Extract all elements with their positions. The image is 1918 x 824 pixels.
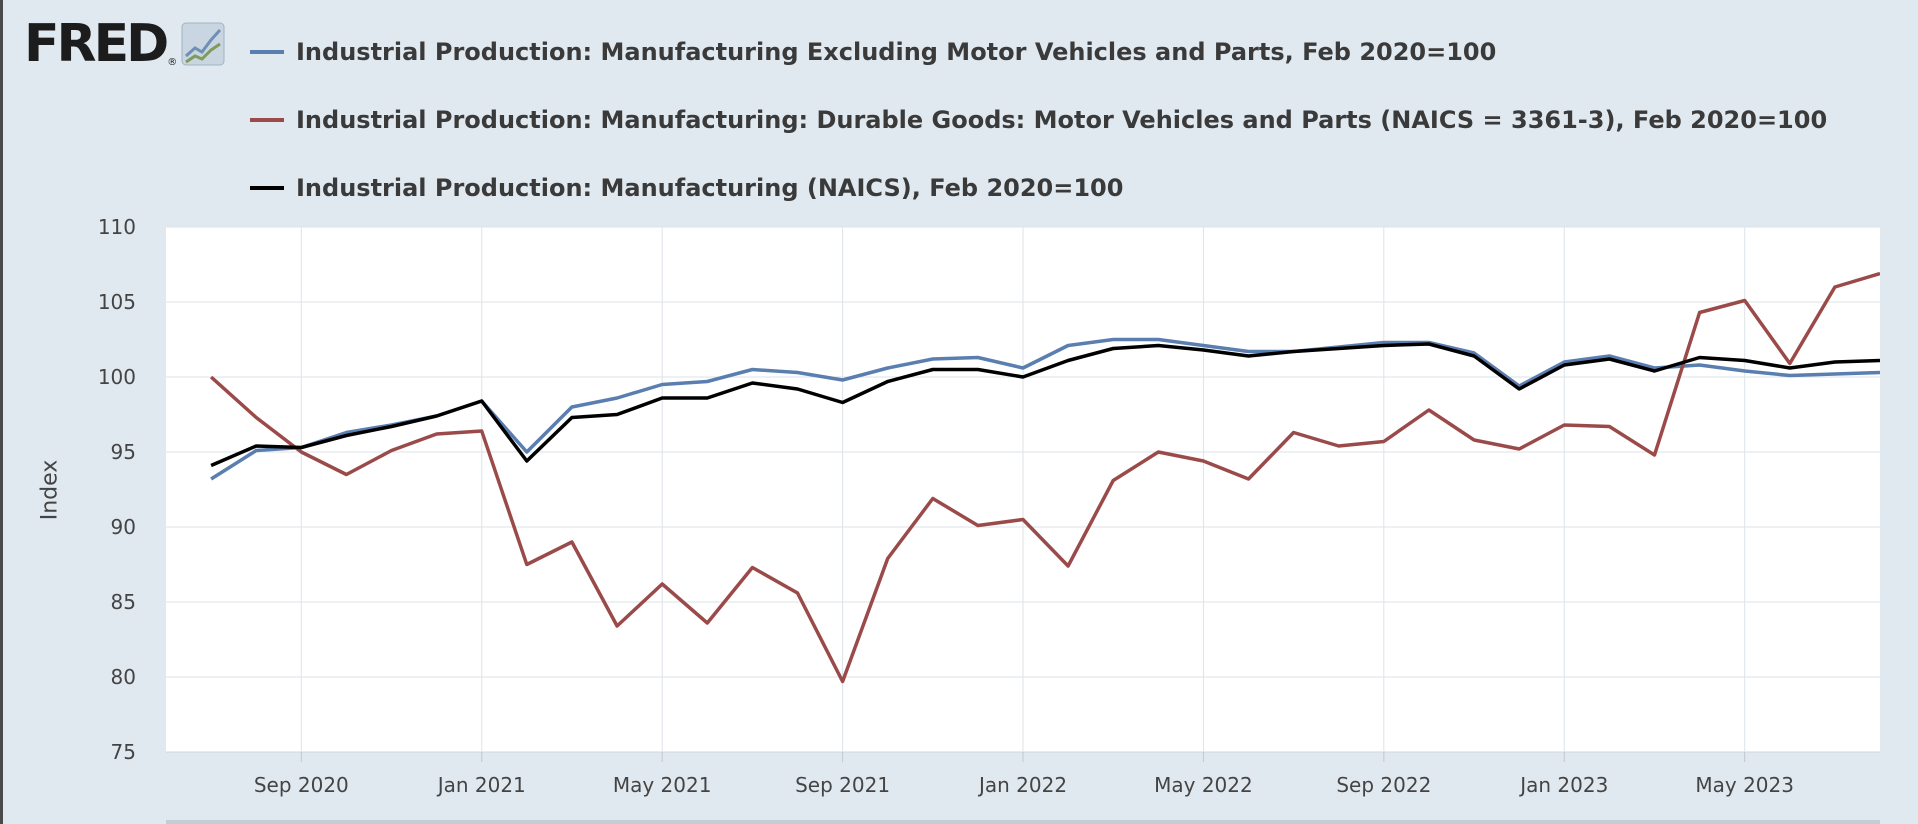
y-tick-label: 105 [98, 290, 136, 314]
chart-legend: Industrial Production: Manufacturing Exc… [250, 18, 1827, 222]
legend-swatch [250, 186, 284, 190]
y-tick-label: 100 [98, 365, 136, 389]
logo-registered-mark: ® [167, 57, 178, 68]
legend-label: Industrial Production: Manufacturing (NA… [296, 174, 1124, 202]
x-tick-label: Sep 2021 [795, 773, 890, 797]
x-tick-label: May 2021 [613, 773, 712, 797]
x-tick-label: Sep 2022 [1336, 773, 1431, 797]
y-tick-label: 90 [111, 515, 136, 539]
legend-item-ex-motor-vehicles[interactable]: Industrial Production: Manufacturing Exc… [250, 18, 1827, 86]
fred-chart-icon [181, 22, 225, 66]
x-tick-label: Jan 2023 [1518, 773, 1608, 797]
legend-swatch [250, 118, 284, 122]
legend-label: Industrial Production: Manufacturing: Du… [296, 106, 1828, 134]
range-slider-track [166, 820, 1880, 824]
series-line-2 [210, 342, 1880, 468]
x-tick-label: May 2023 [1695, 773, 1794, 797]
x-tick-label: Jan 2021 [436, 773, 526, 797]
x-tick-label: Jan 2022 [977, 773, 1067, 797]
series-line-1 [209, 271, 1880, 684]
x-tick-label: Sep 2020 [254, 773, 349, 797]
y-tick-label: 80 [111, 665, 136, 689]
x-tick-label: May 2022 [1154, 773, 1253, 797]
y-tick-label: 75 [111, 740, 136, 764]
y-tick-label: 110 [98, 215, 136, 239]
legend-swatch [250, 50, 284, 54]
legend-item-motor-vehicles[interactable]: Industrial Production: Manufacturing: Du… [250, 86, 1827, 154]
legend-item-manufacturing[interactable]: Industrial Production: Manufacturing (NA… [250, 154, 1827, 222]
logo-text: FRED [24, 14, 169, 74]
legend-label: Industrial Production: Manufacturing Exc… [296, 38, 1497, 66]
fred-logo[interactable]: FRED ® [24, 14, 225, 74]
y-tick-label: 95 [111, 440, 136, 464]
y-tick-label: 85 [111, 590, 136, 614]
window-frame-edge [0, 0, 3, 824]
